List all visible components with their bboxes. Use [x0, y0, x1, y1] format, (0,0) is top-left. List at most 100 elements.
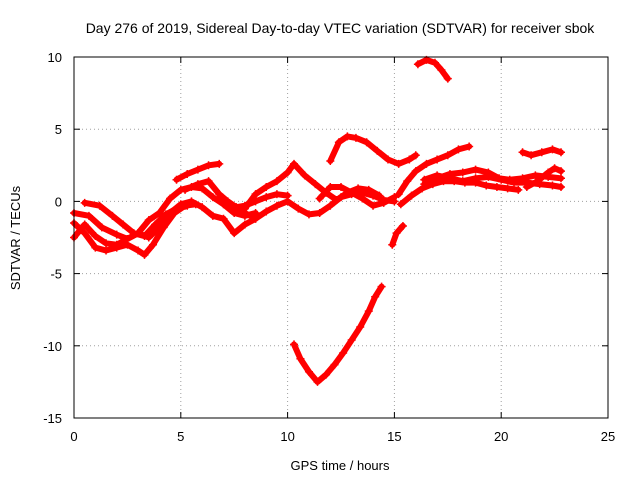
data-point-marker [129, 229, 138, 238]
data-point-marker [300, 171, 309, 180]
data-point-marker [144, 216, 153, 225]
data-point-marker [544, 168, 553, 177]
data-point-marker [465, 142, 474, 151]
data-point-marker [161, 210, 170, 219]
series-arc-12 [388, 221, 407, 249]
data-point-marker [290, 159, 299, 168]
data-point-marker [97, 223, 106, 232]
data-point-marker [394, 190, 403, 199]
data-series [70, 55, 566, 386]
data-point-marker [533, 177, 542, 186]
data-point-marker [172, 204, 181, 213]
series-arc-18 [522, 164, 566, 191]
data-point-marker [102, 246, 111, 255]
data-point-marker [373, 146, 382, 155]
series-arc-5 [172, 159, 224, 184]
data-point-marker [388, 240, 397, 249]
data-point-marker [251, 190, 260, 199]
data-point-marker [159, 223, 168, 232]
data-point-marker [445, 174, 454, 183]
data-point-marker [219, 214, 228, 223]
data-point-marker [208, 193, 217, 202]
data-point-marker [172, 175, 181, 184]
y-tick-label: -15 [43, 411, 62, 426]
y-tick-label: -5 [50, 267, 62, 282]
series-arc-17 [518, 145, 566, 160]
data-point-marker [379, 198, 388, 207]
data-point-marker [91, 243, 100, 252]
data-point-marker [557, 182, 566, 191]
data-point-marker [191, 200, 200, 209]
data-point-marker [557, 174, 566, 183]
data-point-marker [80, 229, 89, 238]
y-axis-label: SDTVAR / TECUs [8, 185, 23, 290]
data-point-marker [443, 74, 452, 83]
data-point-marker [322, 370, 331, 379]
data-point-marker [422, 159, 431, 168]
data-point-marker [140, 232, 149, 241]
y-tick-label: 0 [55, 194, 62, 209]
data-point-marker [347, 336, 356, 345]
data-point-marker [407, 191, 416, 200]
data-point-marker [119, 220, 128, 229]
data-point-marker [193, 180, 202, 189]
data-point-marker [482, 181, 491, 190]
data-point-marker [548, 181, 557, 190]
series-line [291, 283, 385, 385]
data-point-marker [518, 148, 527, 157]
data-point-marker [225, 200, 234, 209]
data-point-marker [433, 155, 442, 164]
data-point-marker [84, 211, 93, 220]
data-point-marker [251, 214, 260, 223]
data-point-marker [262, 193, 271, 202]
data-point-marker [484, 172, 493, 181]
data-point-marker [290, 340, 299, 349]
data-point-marker [230, 229, 239, 238]
data-point-marker [358, 194, 367, 203]
data-point-marker [80, 220, 89, 229]
data-point-marker [354, 184, 363, 193]
series-line [395, 143, 473, 198]
x-tick-label: 15 [387, 429, 401, 444]
data-point-marker [326, 182, 335, 191]
grid-lines [74, 57, 608, 418]
data-point-marker [272, 177, 281, 186]
data-point-marker [230, 208, 239, 217]
data-point-marker [430, 58, 439, 67]
series-arc-9 [315, 182, 399, 210]
data-point-marker [394, 159, 403, 168]
series-line [327, 133, 419, 167]
x-tick-label: 10 [280, 429, 294, 444]
data-point-marker [337, 182, 345, 191]
data-point-marker [383, 155, 392, 164]
data-point-marker [208, 211, 217, 220]
data-point-marker [454, 145, 463, 154]
data-point-marker [313, 377, 322, 386]
data-point-marker [471, 165, 480, 174]
data-point-marker [405, 155, 414, 164]
data-point-marker [433, 171, 442, 180]
data-point-marker [149, 240, 158, 249]
data-point-marker [522, 182, 531, 191]
data-point-marker [339, 349, 348, 358]
series-arc-10 [326, 132, 420, 168]
data-point-marker [550, 164, 559, 173]
data-point-marker [458, 168, 467, 177]
series-line [389, 222, 406, 248]
data-point-marker [193, 165, 202, 174]
series-arc-13 [394, 142, 474, 199]
data-point-marker [398, 221, 407, 230]
data-point-marker [364, 185, 373, 194]
data-point-marker [437, 65, 446, 74]
data-point-marker [356, 323, 365, 332]
x-tick-label: 5 [177, 429, 184, 444]
data-point-marker [492, 182, 501, 191]
data-point-marker [548, 145, 557, 154]
data-point-marker [413, 60, 422, 69]
data-point-marker [198, 203, 207, 212]
series-line [397, 178, 522, 208]
data-point-marker [262, 182, 271, 191]
data-point-marker [283, 168, 292, 177]
data-point-marker [272, 190, 281, 199]
